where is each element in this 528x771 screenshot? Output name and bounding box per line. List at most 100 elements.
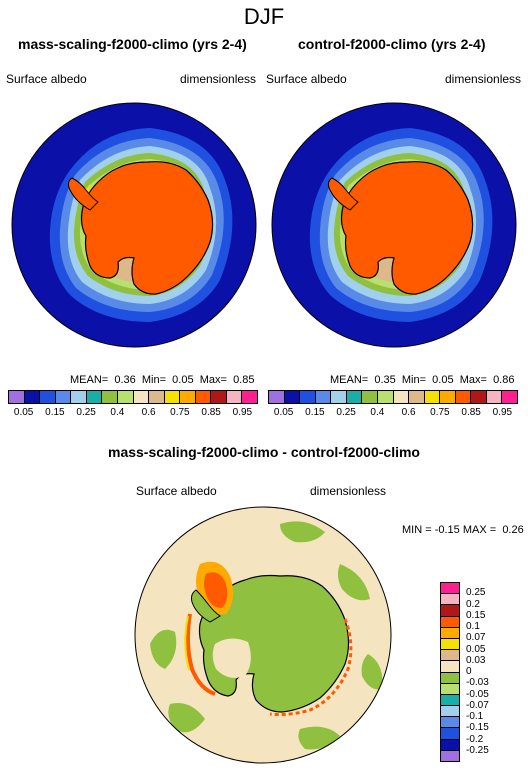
colorbar-swatch <box>24 391 41 403</box>
right-polar-map <box>271 102 517 348</box>
diff-colorbar-tick-label: -0.07 <box>466 699 489 711</box>
diff-colorbar-swatch <box>441 583 459 595</box>
diff-green-patch-2 <box>280 521 325 543</box>
diff-colorbar-swatch <box>441 706 459 718</box>
diff-colorbar-tick-label: 0.03 <box>466 654 486 666</box>
diff-beige-inner <box>212 638 251 678</box>
diff-colorbar-swatch <box>441 750 459 761</box>
diff-antarctica-green <box>198 574 350 713</box>
diff-colorbar-swatch <box>441 683 459 695</box>
left-variable-label: Surface albedo <box>6 72 87 86</box>
diff-variable-label: Surface albedo <box>136 484 217 498</box>
diff-colorbar-swatch <box>441 661 459 673</box>
diff-colorbar-tick-label: 0.1 <box>466 621 480 632</box>
colorbar-swatch <box>71 391 87 403</box>
colorbar-swatch <box>455 391 472 403</box>
diff-colorbar-swatch <box>441 728 459 740</box>
colorbar-swatch <box>393 391 410 403</box>
diff-green-patch-6 <box>361 654 383 690</box>
left-polar-map <box>11 102 257 348</box>
diff-colorbar-swatch <box>441 605 459 617</box>
diff-colorbar-tick-label: 0.15 <box>466 609 486 621</box>
diff-colorbar-swatch <box>441 694 459 707</box>
colorbar-swatch <box>211 391 227 403</box>
colorbar-tick-label: 0.05 <box>273 407 294 418</box>
diff-peninsula <box>191 589 221 623</box>
diff-colorbar-tick-label: -0.05 <box>466 688 489 700</box>
colorbar-tick-label: 0.4 <box>110 407 125 418</box>
diff-panel-title: mass-scaling-f2000-climo - control-f2000… <box>108 444 420 460</box>
right-units-label: dimensionless <box>445 72 522 86</box>
diff-green-patch-1 <box>150 629 177 669</box>
colorbar-swatch <box>284 391 301 403</box>
colorbar-swatch <box>133 391 150 403</box>
diff-colorbar-swatch <box>441 627 459 639</box>
colorbar-swatch <box>102 391 118 403</box>
diff-coast-east <box>269 618 353 716</box>
left-colorbar <box>8 390 258 404</box>
colorbar-tick-label: 0.4 <box>370 407 385 418</box>
diff-colorbar-tick-label: 0.2 <box>466 598 480 610</box>
diff-coast-red <box>185 613 216 696</box>
diff-colorbar-swatch <box>441 672 459 684</box>
colorbar-tick-label: 0.25 <box>76 407 96 418</box>
left-peninsula <box>67 177 99 211</box>
colorbar-swatch <box>471 391 487 403</box>
diff-colorbar-tick-label: 0.25 <box>466 587 486 599</box>
colorbar-swatch <box>40 391 56 403</box>
left-colorbar-ticks: 0.05 0.15 0.25 0.4 0.6 0.75 0.85 0.95 <box>8 407 258 419</box>
diff-colorbar-swatch <box>441 717 459 729</box>
colorbar-tick-label: 0.75 <box>430 407 450 418</box>
diff-colorbar-tick-label: 0.07 <box>466 632 486 644</box>
diff-colorbar <box>440 582 460 762</box>
colorbar-tick-label: 0.6 <box>141 407 156 418</box>
right-variable-label: Surface albedo <box>266 72 347 86</box>
diff-green-patch-4 <box>168 703 205 733</box>
right-colorbar <box>268 390 518 404</box>
diff-colorbar-tick-label: -0.2 <box>466 733 484 745</box>
colorbar-swatch <box>424 391 441 403</box>
colorbar-tick-label: 0.85 <box>461 407 481 418</box>
right-stats: MEAN= 0.35 Min= 0.05 Max= 0.86 <box>330 374 515 386</box>
diff-green-patch-3 <box>337 564 370 601</box>
colorbar-tick-label: 0.15 <box>305 407 325 418</box>
colorbar-swatch <box>269 391 285 403</box>
colorbar-tick-label: 0.25 <box>336 407 356 418</box>
colorbar-tick-label: 0.6 <box>401 407 416 418</box>
colorbar-swatch <box>502 391 517 403</box>
colorbar-swatch <box>117 391 134 403</box>
colorbar-swatch <box>315 391 332 403</box>
colorbar-swatch <box>149 391 165 403</box>
right-peninsula <box>327 177 359 211</box>
diff-colorbar-swatch <box>441 650 459 662</box>
diff-colorbar-tick-label: 0.05 <box>466 643 486 655</box>
diff-colorbar-tick-label: -0.1 <box>466 711 484 722</box>
diff-colorbar-tick-label: -0.25 <box>466 744 489 756</box>
colorbar-swatch <box>226 391 243 403</box>
colorbar-swatch <box>86 391 103 403</box>
diff-colorbar-ticks: 0.25 0.2 0.15 0.1 0.07 0.05 0.03 0 -0.03 -0.05 -0.… <box>466 582 516 762</box>
colorbar-swatch <box>55 391 72 403</box>
diff-colorbar-tick-label: -0.03 <box>466 677 489 689</box>
colorbar-swatch <box>164 391 181 403</box>
colorbar-tick-label: 0.75 <box>170 407 190 418</box>
colorbar-swatch <box>195 391 212 403</box>
colorbar-tick-label: 0.15 <box>45 407 65 418</box>
left-units-label: dimensionless <box>180 72 257 86</box>
right-colorbar-ticks: 0.05 0.15 0.25 0.4 0.6 0.75 0.85 0.95 <box>268 407 518 419</box>
colorbar-tick-label: 0.95 <box>492 407 513 418</box>
diff-colorbar-tick-label: -0.15 <box>466 722 489 734</box>
colorbar-swatch <box>300 391 316 403</box>
colorbar-swatch <box>377 391 394 403</box>
diff-red-west <box>204 572 228 608</box>
colorbar-swatch <box>362 391 378 403</box>
page-title: DJF <box>243 4 285 29</box>
diff-coast-yellow <box>184 615 190 671</box>
colorbar-swatch <box>9 391 25 403</box>
left-stats: MEAN= 0.36 Min= 0.05 Max= 0.85 <box>70 374 255 386</box>
diff-colorbar-swatch <box>441 594 459 606</box>
colorbar-swatch <box>331 391 347 403</box>
colorbar-swatch <box>346 391 363 403</box>
diff-colorbar-swatch <box>441 739 459 751</box>
colorbar-swatch <box>242 391 257 403</box>
